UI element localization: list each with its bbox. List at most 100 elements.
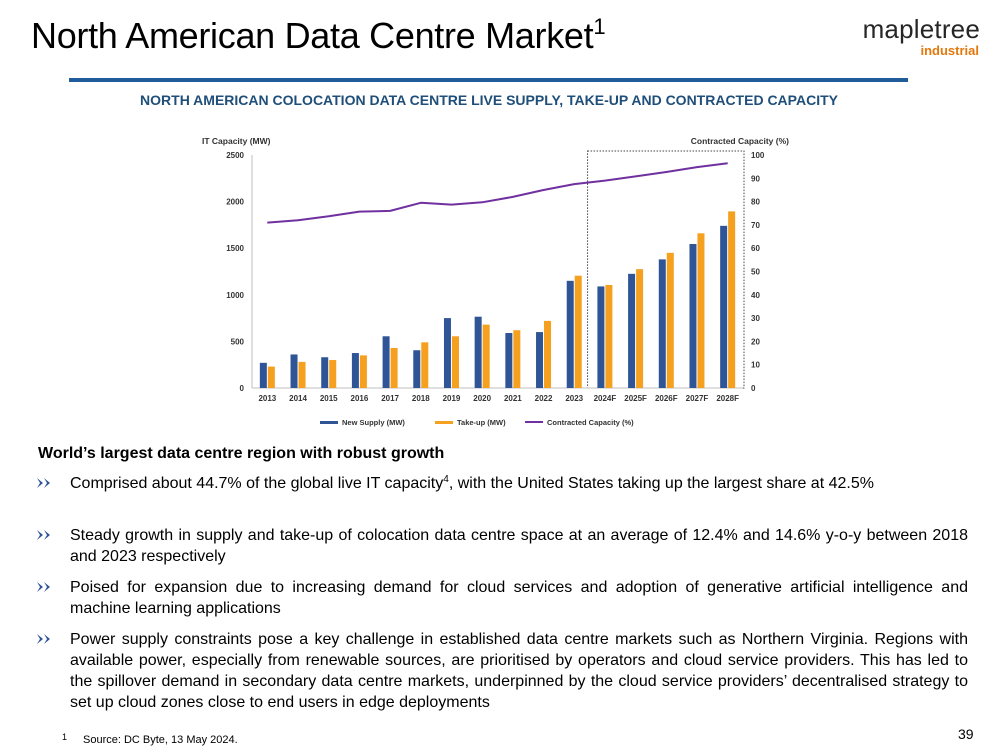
bar-take-up xyxy=(421,342,429,388)
section-heading: World’s largest data centre region with … xyxy=(38,445,445,462)
legend-label-2: Take-up (MW) xyxy=(457,418,506,427)
bar-new-supply xyxy=(443,318,451,388)
bar-take-up xyxy=(697,233,705,388)
y2-axis-title: Contracted Capacity (%) xyxy=(691,136,789,146)
bar-new-supply xyxy=(658,259,666,388)
bar-take-up xyxy=(728,211,736,388)
y-tick-label: 2500 xyxy=(226,151,244,160)
bar-take-up xyxy=(544,320,552,388)
x-tick-label: 2017 xyxy=(381,394,399,403)
bar-take-up xyxy=(574,275,582,388)
logo-subtitle: industrial xyxy=(920,43,979,58)
bar-take-up xyxy=(513,330,521,388)
page-title: North American Data Centre Market1 xyxy=(31,14,606,57)
bar-take-up xyxy=(482,324,490,388)
bar-new-supply xyxy=(474,316,482,388)
x-tick-label: 2022 xyxy=(535,394,553,403)
company-logo: mapletree industrial xyxy=(830,14,980,60)
bar-take-up xyxy=(390,347,398,388)
footnote-text: Source: DC Byte, 13 May 2024. xyxy=(83,734,238,746)
bullet-arrow-icon xyxy=(37,634,50,644)
page-title-text: North American Data Centre Market xyxy=(31,15,594,56)
bar-take-up xyxy=(451,336,459,388)
bar-new-supply xyxy=(321,357,329,388)
x-tick-label: 2026F xyxy=(655,394,678,403)
x-tick-label: 2023 xyxy=(565,394,583,403)
legend-swatch-2 xyxy=(435,421,453,424)
bar-take-up xyxy=(636,269,644,388)
bullet-text-1-part-b: , with the United States taking up the l… xyxy=(448,475,874,492)
y-tick-label: 500 xyxy=(231,337,245,346)
legend-label-3: Contracted Capacity (%) xyxy=(547,418,634,427)
legend-swatch-3 xyxy=(525,421,543,423)
y2-tick-label: 0 xyxy=(751,384,756,393)
bullet-arrow-icon xyxy=(37,478,50,488)
bar-new-supply xyxy=(536,332,544,388)
footnote-mark: 1 xyxy=(62,732,68,742)
y2-tick-label: 60 xyxy=(751,244,760,253)
legend-label-1: New Supply (MW) xyxy=(342,418,405,427)
legend-swatch-1 xyxy=(320,421,338,424)
y2-tick-label: 20 xyxy=(751,337,760,346)
bar-new-supply xyxy=(566,280,574,388)
bullet-text-1: Comprised about 44.7% of the global live… xyxy=(70,473,968,494)
bar-new-supply xyxy=(290,354,298,388)
y2-tick-label: 100 xyxy=(751,151,765,160)
bullet-item-3: Poised for expansion due to increasing d… xyxy=(36,577,968,619)
y2-tick-label: 40 xyxy=(751,291,760,300)
bullet-text-3: Poised for expansion due to increasing d… xyxy=(70,579,968,617)
x-tick-label: 2018 xyxy=(412,394,430,403)
y-tick-label: 2000 xyxy=(226,198,244,207)
bar-new-supply xyxy=(505,333,513,388)
bar-take-up xyxy=(267,366,275,388)
bar-new-supply xyxy=(413,350,421,388)
bar-new-supply xyxy=(351,353,359,388)
title-divider xyxy=(69,78,908,82)
bar-new-supply xyxy=(628,273,636,388)
capacity-chart: 0 500 1000 1500 2000 2500 0 10 20 30 40 50 60 70 80 90 1… xyxy=(202,136,789,427)
bar-take-up xyxy=(666,252,674,388)
y2-tick-label: 50 xyxy=(751,268,760,277)
x-tick-label: 2013 xyxy=(258,394,276,403)
y2-tick-label: 30 xyxy=(751,314,760,323)
y-tick-label: 1000 xyxy=(226,291,244,300)
page-number: 39 xyxy=(958,726,974,742)
x-tick-label: 2025F xyxy=(624,394,647,403)
x-tick-label: 2027F xyxy=(686,394,709,403)
x-tick-label: 2019 xyxy=(443,394,461,403)
bar-take-up xyxy=(605,285,613,388)
bullet-item-4: Power supply constraints pose a key chal… xyxy=(36,629,968,713)
chart-heading: NORTH AMERICAN COLOCATION DATA CENTRE LI… xyxy=(140,92,838,108)
y2-tick-label: 90 xyxy=(751,174,760,183)
logo-wordmark: mapletree xyxy=(862,14,980,44)
y-axis-title: IT Capacity (MW) xyxy=(202,136,271,146)
x-tick-label: 2014 xyxy=(289,394,307,403)
x-tick-label: 2020 xyxy=(473,394,491,403)
bullet-arrow-icon xyxy=(37,582,50,592)
bar-new-supply xyxy=(382,336,390,388)
bullet-text-1-part-a: Comprised about 44.7% of the global live… xyxy=(70,475,444,492)
footnote: 1 Source: DC Byte, 13 May 2024. xyxy=(62,732,238,746)
bullet-arrow-icon xyxy=(37,530,50,540)
y2-tick-label: 10 xyxy=(751,361,760,370)
y2-tick-label: 70 xyxy=(751,221,760,230)
x-tick-label: 2021 xyxy=(504,394,522,403)
page-title-footnote-mark: 1 xyxy=(593,14,606,39)
x-tick-label: 2024F xyxy=(594,394,617,403)
bar-new-supply xyxy=(720,225,728,388)
bar-take-up xyxy=(329,360,337,388)
y-tick-label: 0 xyxy=(240,384,245,393)
bullet-text-4: Power supply constraints pose a key chal… xyxy=(70,631,968,711)
y2-tick-label: 80 xyxy=(751,198,760,207)
contracted-capacity-line xyxy=(267,162,728,224)
y-tick-label: 1500 xyxy=(226,244,244,253)
bar-take-up xyxy=(298,361,306,388)
x-tick-label: 2016 xyxy=(351,394,369,403)
bar-new-supply xyxy=(259,362,267,388)
bullet-text-2: Steady growth in supply and take-up of c… xyxy=(70,527,968,565)
bar-new-supply xyxy=(689,244,697,388)
bullet-item-1: Comprised about 44.7% of the global live… xyxy=(36,473,968,494)
bullet-text-1-footnote: 4 xyxy=(443,474,449,485)
bar-take-up xyxy=(359,355,367,388)
bar-new-supply xyxy=(597,286,605,388)
